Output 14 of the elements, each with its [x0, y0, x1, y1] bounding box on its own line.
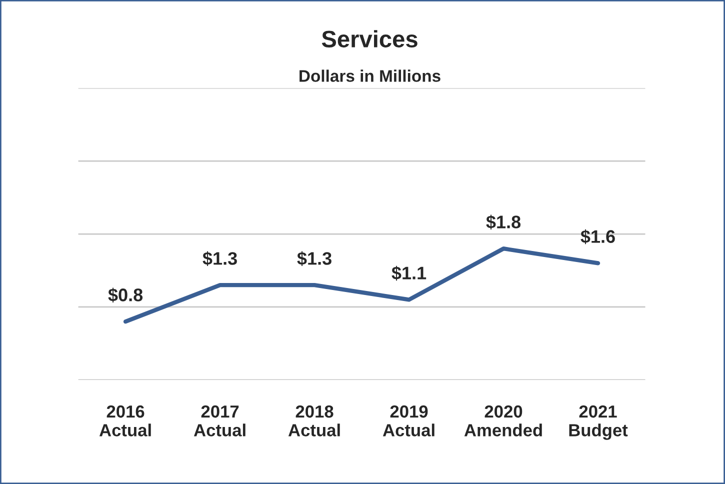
chart-subtitle: Dollars in Millions	[300, 70, 440, 82]
data-label: $0.8	[108, 288, 143, 302]
x-tick-label: 2020 Amended	[464, 405, 542, 436]
x-tick-label: 2016 Actual	[99, 405, 151, 436]
data-label: $1.3	[297, 251, 332, 266]
x-tick-label: 2018 Actual	[288, 405, 340, 436]
chart-title: Services	[322, 30, 418, 48]
data-label: $1.6	[580, 229, 615, 244]
x-tick-label: 2017 Actual	[194, 405, 246, 436]
data-label: $1.1	[392, 266, 426, 281]
x-tick-label: 2019 Actual	[382, 405, 434, 436]
data-label: $1.3	[202, 251, 237, 266]
data-label: $1.8	[486, 214, 521, 230]
x-tick-label: 2021 Budget	[569, 405, 628, 440]
